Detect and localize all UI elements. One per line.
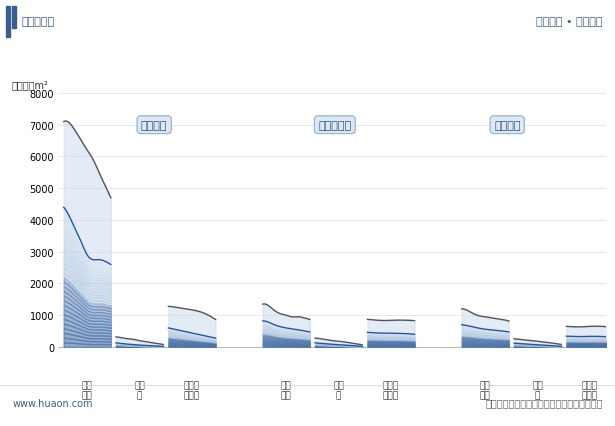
Text: 办公
楼: 办公 楼 (134, 380, 145, 400)
Text: www.huaon.com: www.huaon.com (12, 397, 93, 408)
Text: 竣工面积: 竣工面积 (494, 121, 520, 130)
Text: 专业严谨 • 客观科学: 专业严谨 • 客观科学 (536, 17, 603, 27)
Text: 商品
住宅: 商品 住宅 (82, 380, 93, 400)
Text: 商业营
业用房: 商业营 业用房 (184, 380, 200, 400)
Text: 商业营
业用房: 商业营 业用房 (383, 380, 399, 400)
Text: 办公
楼: 办公 楼 (533, 380, 543, 400)
Text: 商品
住宅: 商品 住宅 (480, 380, 491, 400)
Text: 新开工面积: 新开工面积 (319, 121, 351, 130)
Bar (6, 7, 10, 38)
Text: 单位：万m²: 单位：万m² (12, 80, 49, 90)
Text: 办公
楼: 办公 楼 (333, 380, 344, 400)
Text: 华经情报网: 华经情报网 (22, 17, 55, 27)
Text: 商品
住宅: 商品 住宅 (281, 380, 292, 400)
Text: 数据来源：国家统计局，华经产业研究院整理: 数据来源：国家统计局，华经产业研究院整理 (485, 397, 603, 408)
Text: 2016-2024年1-10月宁夏回族自治区房地产施工面积情况: 2016-2024年1-10月宁夏回族自治区房地产施工面积情况 (153, 62, 462, 77)
Text: 施工面积: 施工面积 (141, 121, 167, 130)
Text: 商业营
业用房: 商业营 业用房 (582, 380, 598, 400)
Bar (12, 7, 16, 29)
